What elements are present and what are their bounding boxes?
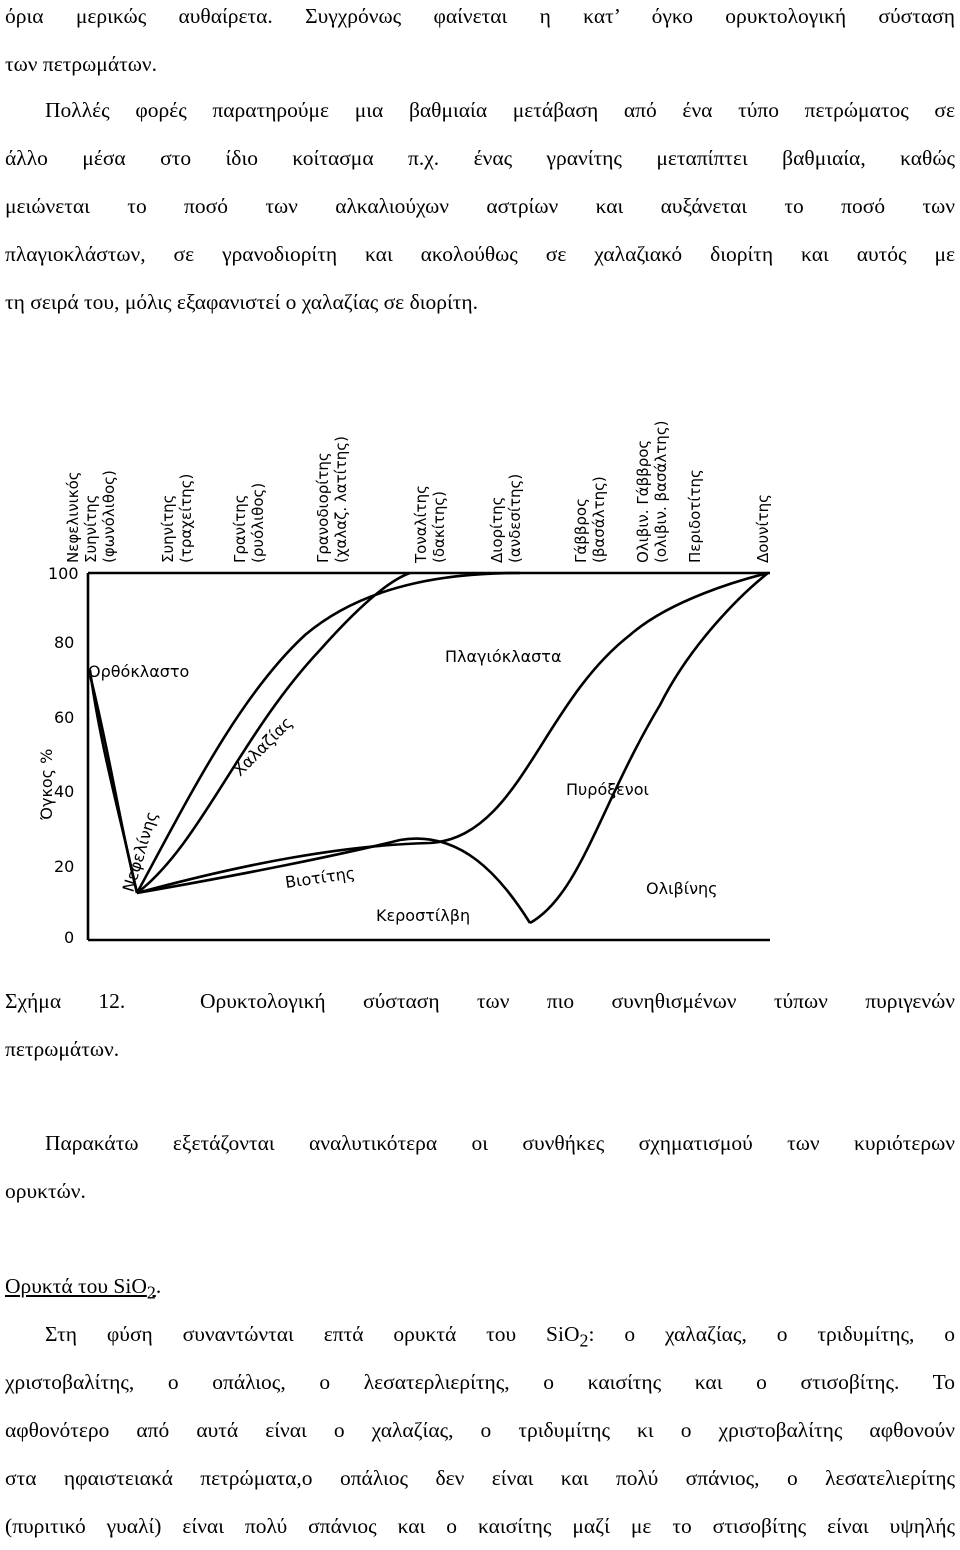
text-line: Παρακάτω εξετάζονται αναλυτικότερα οι συ… [45,1131,955,1155]
rock-label: Γάββρος (βασάλτης) [572,476,608,563]
text-line: των πετρωμάτων. [5,52,157,76]
rock-label: Νεφελινικός Συηνίτης (φωνόλιθος) [64,467,118,563]
section-heading-text: Ορυκτά του SiO2 [5,1274,156,1303]
rock-label: Γρανοδιορίτης (χαλαζ. λατίτης) [314,436,350,563]
caption-label: Σχήμα 12. [5,989,126,1013]
curve-quartz [136,571,411,895]
text-line: ορυκτών. [5,1179,86,1203]
text-line: μειώνεται το ποσό των αλκαλιούχων αστρίω… [5,194,955,218]
y-tick-40: 40 [54,782,74,801]
rock-label: Δουνίτης [754,494,772,563]
label-orthoclase: Ορθόκλαστο [88,662,189,681]
y-tick-0: 0 [64,928,74,947]
rock-label: Τοναλίτης (δακίτης) [412,480,448,564]
label-nepheline: Νεφελίνης [119,809,161,894]
paragraph-3: Παρακάτω εξετάζονται αναλυτικότερα οι συ… [5,1119,955,1215]
text-line: άλλο μέσα στο ίδιο κοίτασμα π.χ. ένας γρ… [5,146,955,170]
text-line: τη σειρά του, μόλις εξαφανιστεί ο χαλαζί… [5,290,479,314]
paragraph-4: Στη φύση συναντώνται επτά ορυκτά του SiO… [5,1310,955,1550]
text-line: όρια μερικώς αυθαίρετα. Συγχρόνως φαίνετ… [5,4,955,28]
curve-nepheline-right [88,674,139,894]
curve-hornblende [136,837,532,924]
rock-label: Ολιβιν. Γάββρος (ολιβιν. βασάλτης) [634,421,670,563]
curve-pyroxene [529,571,769,925]
curve-biotite-upper [136,571,769,895]
caption-line: πετρωμάτων. [5,1037,120,1061]
caption-text: Ορυκτολογική σύσταση των πιο συνηθισμένω… [200,989,955,1013]
y-axis-label: Όγκος % [40,749,56,821]
text-line: πλαγιοκλάστων, σε γρανοδιορίτη και ακολο… [5,242,955,266]
label-pyroxene: Πυρόξενοι [566,780,649,799]
figure-caption: Σχήμα 12. Ορυκτολογική σύσταση των πιο σ… [5,977,955,1073]
label-biotite: Βιοτίτης [284,863,356,892]
rock-label: Συηνίτης (τραχείτης) [159,474,195,563]
composition-curves [88,571,769,925]
label-olivine: Ολιβίνης [646,879,718,898]
label-plagioclase: Πλαγιόκλαστα [445,647,561,666]
text-line: Πολλές φορές παρατηρούμε μια βαθμιαία με… [45,98,955,122]
y-tick-100: 100 [48,564,79,583]
rock-label: Περιδοτίτης [686,469,704,563]
paragraph-1: όρια μερικώς αυθαίρετα. Συγχρόνως φαίνετ… [5,0,955,88]
rock-label: Διορίτης (ανδεσίτης) [488,474,524,563]
text-line: αφθονότερο από αυτά είναι ο χαλαζίας, ο … [5,1418,955,1442]
section-heading: Ορυκτά του SiO2. [5,1274,162,1303]
paragraph-2: Πολλές φορές παρατηρούμε μια βαθμιαία με… [5,86,955,326]
text-line: Στη φύση συναντώνται επτά ορυκτά του SiO… [45,1322,955,1351]
caption-line: Σχήμα 12. Ορυκτολογική σύσταση των πιο σ… [5,977,955,1025]
y-tick-80: 80 [54,633,74,652]
text-line: (πυριτικό γυαλί) είναι πολύ σπάνιος και … [5,1514,955,1538]
y-tick-20: 20 [54,857,74,876]
rock-label: Γρανίτης (ρυόλιθος) [231,483,267,563]
label-hornblende: Κεροστίλβη [376,906,470,925]
y-tick-60: 60 [54,708,74,727]
text-line: στα ηφαιστειακά πετρώματα,ο οπάλιος δεν … [5,1466,955,1490]
rock-type-labels: Νεφελινικός Συηνίτης (φωνόλιθος) Συηνίτη… [64,421,772,564]
text-line: χριστοβαλίτης, ο οπάλιος, ο λεσατερλιερί… [5,1370,955,1394]
mineral-composition-diagram: 100 80 60 40 20 0 Όγκος % Νεφελινικός Συ… [40,421,772,947]
curve-orthoclase-plagioclase [135,571,521,894]
